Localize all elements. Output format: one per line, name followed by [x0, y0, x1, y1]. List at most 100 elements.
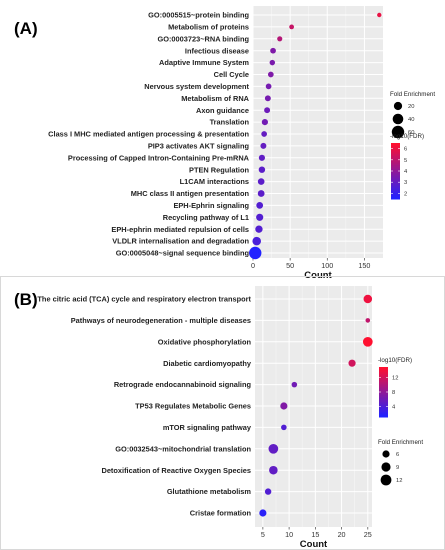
- color-legend-bar-segment: [391, 152, 400, 155]
- color-legend-bar-segment: [379, 402, 388, 405]
- color-legend-bar-segment: [379, 408, 388, 411]
- size-legend-title: Fold Enrichment: [390, 91, 435, 98]
- x-tick-label: 150: [358, 261, 370, 270]
- size-legend-label: 12: [396, 478, 402, 484]
- color-legend-bar-segment: [391, 165, 400, 168]
- category-label: Glutathione metabolism: [167, 487, 252, 496]
- color-legend-bar-segment: [391, 143, 400, 146]
- data-point: [256, 213, 264, 221]
- category-label: GO:0005515~protein binding: [148, 11, 249, 20]
- color-legend-bar-segment: [379, 403, 388, 406]
- color-legend-bar-segment: [379, 370, 388, 373]
- size-legend-key: [382, 450, 390, 458]
- category-label: Diabetic cardiomyopathy: [163, 359, 252, 368]
- category-label: GO:0005048~signal sequence binding: [116, 249, 250, 258]
- color-legend-bar-segment: [379, 375, 388, 378]
- color-legend-bar-segment: [379, 412, 388, 415]
- category-label: Class I MHC mediated antigen processing …: [48, 130, 249, 139]
- color-legend-bar-segment: [379, 390, 388, 393]
- color-legend-bar-segment: [391, 191, 400, 194]
- color-legend-bar-segment: [391, 180, 400, 183]
- category-label: GO:0032543~mitochondrial translation: [115, 444, 251, 453]
- color-legend-bar-segment: [391, 157, 400, 161]
- color-legend-bar-segment: [379, 378, 388, 381]
- size-legend-label: 9: [396, 465, 399, 471]
- size-legend-title: Fold Enrichment: [378, 439, 423, 446]
- panel-letter: (B): [14, 290, 38, 309]
- data-point: [261, 119, 268, 126]
- x-tick-label: 10: [285, 530, 293, 539]
- size-legend-label: 6: [396, 452, 399, 458]
- category-label: Cristae formation: [190, 509, 252, 518]
- data-point: [268, 443, 279, 454]
- data-point: [265, 83, 272, 90]
- category-label: Axon guidance: [196, 106, 249, 115]
- data-point: [362, 336, 373, 347]
- color-legend-bar-segment: [379, 385, 388, 388]
- category-label: Cell Cycle: [214, 70, 249, 79]
- color-legend-bar-segment: [391, 150, 400, 153]
- data-point: [259, 509, 267, 517]
- x-axis-title: Count: [304, 270, 332, 281]
- x-tick-label: 100: [321, 261, 333, 270]
- data-point: [291, 381, 298, 388]
- data-point: [363, 294, 373, 304]
- color-legend-title: -log10(FDR): [378, 357, 412, 364]
- color-legend-label: 12: [392, 376, 398, 382]
- category-label: Infectious disease: [185, 46, 249, 55]
- data-point: [249, 246, 262, 260]
- data-point: [277, 36, 283, 42]
- color-legend-bar-segment: [391, 167, 400, 170]
- category-label: Oxidative phosphorylation: [158, 337, 252, 346]
- color-legend-bar-segment: [391, 148, 400, 151]
- size-legend-label: 40: [408, 117, 414, 123]
- color-legend-label: 6: [404, 147, 407, 153]
- data-point: [264, 107, 271, 114]
- category-label: PTEN Regulation: [189, 165, 249, 174]
- size-legend-key: [380, 474, 392, 486]
- color-legend-bar-segment: [391, 193, 400, 196]
- category-label: mTOR signaling pathway: [163, 423, 252, 432]
- data-point: [258, 154, 266, 161]
- x-tick-label: 0: [251, 261, 255, 270]
- data-point: [267, 71, 274, 78]
- category-label: Translation: [210, 118, 250, 127]
- color-legend-bar-segment: [379, 382, 388, 385]
- data-point: [252, 236, 261, 246]
- category-label: Nervous system development: [144, 82, 249, 91]
- color-legend-bar-segment: [391, 163, 400, 166]
- color-legend-bar-segment: [391, 171, 400, 174]
- category-label: Processing of Capped Intron-Containing P…: [68, 153, 250, 162]
- x-tick-label: 25: [364, 530, 372, 539]
- category-label: VLDLR internalisation and degradation: [112, 237, 249, 246]
- color-legend-bar-segment: [379, 397, 388, 400]
- color-legend-bar-segment: [391, 197, 400, 200]
- color-legend-bar-segment: [391, 169, 400, 172]
- category-label: PIP3 activates AKT signaling: [148, 142, 250, 151]
- color-legend-bar-segment: [379, 413, 388, 416]
- color-legend-bar-segment: [379, 400, 388, 403]
- data-point: [348, 359, 356, 367]
- category-label: Adaptive Immune System: [159, 58, 249, 67]
- category-label: EPH-ephrin mediated repulsion of cells: [111, 225, 249, 234]
- color-legend-bar-segment: [379, 410, 388, 413]
- color-legend-label: 4: [392, 404, 396, 410]
- category-label: Recycling pathway of L1: [163, 213, 249, 222]
- panel-a: (A) GO:0005515~protein binding Metabolism …: [14, 6, 435, 281]
- category-label: Detoxification of Reactive Oxygen Specie…: [101, 466, 251, 475]
- color-legend-bar-segment: [379, 415, 388, 418]
- data-point: [377, 12, 382, 18]
- data-point: [256, 201, 264, 209]
- color-legend-title: -log10(FDR): [390, 133, 424, 140]
- color-legend-bar-segment: [379, 395, 388, 398]
- x-tick-label: 50: [286, 261, 294, 270]
- category-label: The citric acid (TCA) cycle and respirat…: [37, 295, 251, 304]
- category-label: MHC class II antigen presentation: [131, 189, 250, 198]
- data-point: [269, 59, 276, 66]
- color-legend-bar-segment: [379, 392, 388, 395]
- size-legend-key: [381, 462, 391, 472]
- size-legend-key: [393, 101, 403, 111]
- color-legend-label: 2: [404, 191, 407, 197]
- color-legend-bar-segment: [391, 172, 400, 176]
- color-legend-label: 8: [392, 390, 395, 396]
